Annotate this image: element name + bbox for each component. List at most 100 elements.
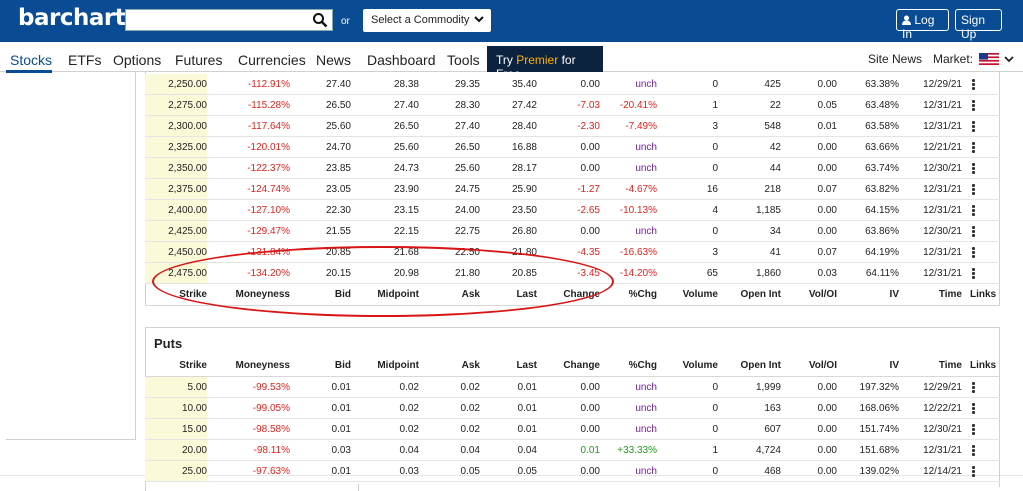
strike-highlight [145,200,207,220]
column-header-last[interactable]: Last [516,360,537,371]
more-vertical-icon[interactable] [972,382,975,393]
cell-iv: 64.19% [865,247,899,258]
main-nav: Stocks ETFs Options Futures Currencies N… [0,46,1023,81]
cell-volume: 4 [712,205,718,216]
cell-strike[interactable]: 2,450.00 [168,247,207,258]
site-news-link[interactable]: Site News [868,52,923,66]
try-premier-button[interactable]: Try Premier for Free [487,46,603,81]
cell-bid: 25.60 [325,121,351,132]
nav-currencies[interactable]: Currencies [238,52,306,68]
cell-volume: 0 [712,424,718,435]
nav-tools[interactable]: Tools [447,52,480,68]
column-header-ask[interactable]: Ask [461,360,480,371]
cell-strike[interactable]: 2,375.00 [168,184,207,195]
column-header-vol-oi[interactable]: Vol/OI [808,360,837,371]
cell-change: 0.01 [580,445,600,456]
cell-open-interest: 163 [764,403,781,414]
cell-volume: 0 [712,79,718,90]
cell-midpoint: 0.03 [399,466,419,477]
nav-options[interactable]: Options [113,52,162,68]
cell-ask: 28.30 [454,100,480,111]
column-header-change[interactable]: Change [563,360,600,371]
cell-open-interest: 1,860 [755,268,781,279]
column-header-time[interactable]: Time [938,360,962,371]
nav-futures[interactable]: Futures [175,52,223,68]
column-header-volume[interactable]: Volume [682,289,718,300]
signup-button[interactable]: Sign Up [955,9,1002,41]
cell-strike[interactable]: 2,425.00 [168,226,207,237]
cell-strike[interactable]: 2,300.00 [168,121,207,132]
cell-strike[interactable]: 10.00 [181,403,207,414]
nav-news[interactable]: News [316,52,352,68]
column-header-strike[interactable]: Strike [179,360,207,371]
column-header-vol-oi[interactable]: Vol/OI [808,289,837,300]
column-header-open-interest[interactable]: Open Int [740,360,781,371]
more-vertical-icon[interactable] [972,226,975,237]
cell-strike[interactable]: 25.00 [181,466,207,477]
cell-strike[interactable]: 2,400.00 [168,205,207,216]
column-header-percent-change[interactable]: %Chg [628,360,657,371]
column-header-iv[interactable]: IV [889,289,899,300]
column-header-open-interest[interactable]: Open Int [740,289,781,300]
column-header-links[interactable]: Links [970,360,997,371]
search-icon[interactable] [312,12,328,28]
more-vertical-icon[interactable] [972,445,975,456]
cell-last: 28.40 [511,121,537,132]
column-header-moneyness[interactable]: Moneyness [235,360,290,371]
cell-strike[interactable]: 2,325.00 [168,142,207,153]
cell-volume: 0 [712,403,718,414]
nav-stocks[interactable]: Stocks [10,52,53,68]
cell-time: 12/31/21 [923,205,962,216]
cell-bid: 27.40 [325,79,351,90]
more-vertical-icon[interactable] [972,142,975,153]
more-vertical-icon[interactable] [972,100,975,111]
us-flag-icon[interactable] [979,53,999,65]
more-vertical-icon[interactable] [972,121,975,132]
more-vertical-icon[interactable] [972,268,975,279]
puts-table-header: Strike Moneyness Bid Midpoint Ask Last Change%… [145,355,1000,377]
nav-dashboard[interactable]: Dashboard [367,52,436,68]
cell-moneyness: -122.37% [247,163,290,174]
column-header-iv[interactable]: IV [889,360,899,371]
cell-time: 12/29/21 [923,382,962,393]
calls-table: 2,250.00 -112.91% 27.40 28.38 29.35 35.40 0.00… [145,74,1000,306]
more-vertical-icon[interactable] [972,424,975,435]
cell-midpoint: 24.73 [393,163,419,174]
cell-vol-oi: 0.05 [817,100,837,111]
cell-strike[interactable]: 2,275.00 [168,100,207,111]
column-header-volume[interactable]: Volume [682,360,718,371]
more-vertical-icon[interactable] [972,79,975,90]
more-vertical-icon[interactable] [972,163,975,174]
nav-etfs[interactable]: ETFs [68,52,102,68]
cell-strike[interactable]: 20.00 [181,445,207,456]
cell-volume: 0 [712,382,718,393]
more-vertical-icon[interactable] [972,247,975,258]
cell-last: 26.80 [511,226,537,237]
cell-volume: 3 [712,121,718,132]
column-header-time[interactable]: Time [938,289,962,300]
more-vertical-icon[interactable] [972,403,975,414]
column-header-links[interactable]: Links [970,289,997,300]
commodity-select[interactable]: Select a Commodity [363,9,491,32]
more-vertical-icon[interactable] [972,205,975,216]
barchart-logo[interactable]: barchart [18,5,126,31]
cell-strike[interactable]: 15.00 [181,424,207,435]
chevron-down-icon[interactable] [1004,55,1014,63]
login-button[interactable]: Log In [896,9,949,41]
more-vertical-icon[interactable] [972,184,975,195]
column-header-bid[interactable]: Bid [334,360,351,371]
search-input[interactable] [125,9,333,31]
column-header-percent-change[interactable]: %Chg [628,289,657,300]
cell-change: 0.00 [580,163,600,174]
cell-strike[interactable]: 2,250.00 [168,79,207,90]
table-row: 2,300.00 -117.64% 25.60 26.50 27.40 28.40 -2.3… [145,116,1000,137]
footer-tick [145,484,146,491]
cell-strike[interactable]: 2,350.00 [168,163,207,174]
cell-iv: 197.32% [859,382,899,393]
more-vertical-icon[interactable] [972,466,975,477]
footer-divider [0,475,1023,476]
column-header-midpoint[interactable]: Midpoint [377,360,419,371]
cell-strike[interactable]: 5.00 [187,382,207,393]
strike-highlight [145,158,207,178]
cell-last: 16.88 [511,142,537,153]
